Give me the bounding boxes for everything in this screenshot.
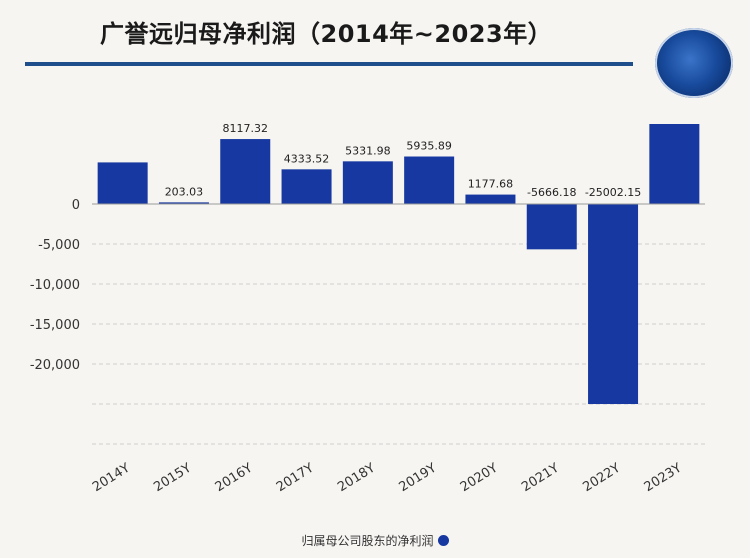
bar: [588, 204, 639, 405]
bar: [342, 161, 393, 204]
legend[interactable]: 归属母公司股东的净利润: [0, 532, 750, 549]
legend-label: 归属母公司股东的净利润: [301, 534, 434, 548]
x-tick-label: 2019Y: [397, 461, 440, 495]
x-tick-label: 2020Y: [458, 461, 501, 495]
x-tick-label: 2017Y: [274, 461, 317, 495]
data-label: 1177.68: [468, 178, 514, 191]
brand-logo: [655, 28, 733, 98]
title-underline: [25, 62, 633, 66]
data-label: 5331.98: [345, 144, 391, 157]
x-tick-label: 2021Y: [519, 461, 562, 495]
y-tick-label: 0: [72, 198, 80, 213]
y-tick-label: -15,000: [30, 318, 80, 333]
bar: [404, 156, 455, 204]
bar: [158, 202, 209, 205]
data-label: 5935.89: [406, 140, 452, 153]
data-label: 203.03: [165, 185, 204, 198]
x-tick-label: 2018Y: [335, 461, 378, 495]
legend-marker: [437, 535, 449, 546]
chart-title: 广誉远归母净利润（2014年~2023年）: [100, 20, 553, 48]
x-tick-label: 2014Y: [90, 461, 133, 495]
bar: [465, 194, 516, 204]
y-tick-label: -5,000: [38, 238, 80, 253]
bar: [220, 139, 271, 204]
data-label: 4333.52: [284, 152, 330, 165]
bar: [97, 162, 148, 204]
y-tick-label: -20,000: [30, 358, 80, 373]
bar: [649, 124, 700, 204]
data-label: -25002.15: [585, 186, 641, 199]
data-label: 8117.32: [223, 122, 269, 135]
x-tick-label: 2016Y: [213, 461, 256, 495]
x-tick-label: 2015Y: [151, 461, 194, 495]
bar: [526, 204, 577, 250]
data-label: -5666.18: [527, 186, 576, 199]
x-tick-label: 2022Y: [580, 461, 623, 495]
y-tick-label: -10,000: [30, 278, 80, 293]
bar: [281, 169, 332, 204]
x-tick-label: 2023Y: [642, 461, 685, 495]
